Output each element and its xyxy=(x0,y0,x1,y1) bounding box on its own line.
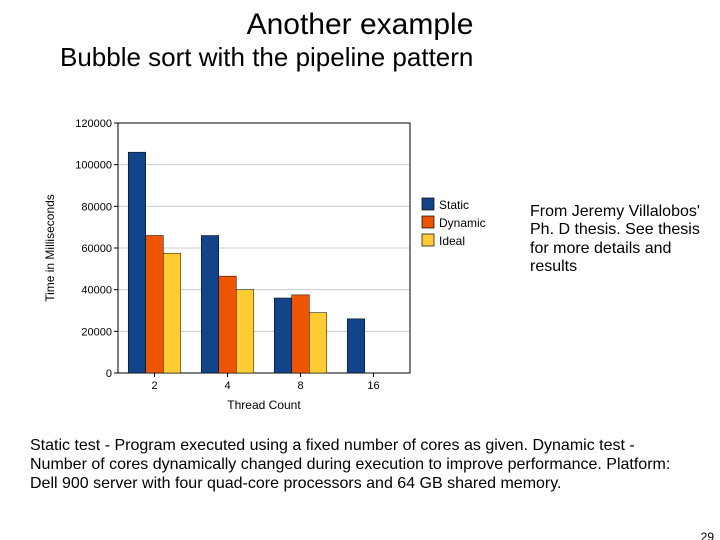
svg-text:120000: 120000 xyxy=(75,118,112,130)
legend-swatch xyxy=(422,216,434,228)
bar xyxy=(128,152,146,373)
svg-text:20000: 20000 xyxy=(81,326,112,338)
bar xyxy=(146,236,164,374)
svg-text:Time in Milliseconds: Time in Milliseconds xyxy=(43,194,57,302)
legend-label: Ideal xyxy=(439,234,465,248)
svg-text:100000: 100000 xyxy=(75,160,112,172)
slide: Another example Bubble sort with the pip… xyxy=(0,8,720,540)
slide-subtitle: Bubble sort with the pipeline pattern xyxy=(0,42,720,73)
bar xyxy=(274,298,292,373)
side-note: From Jeremy Villalobos' Ph. D thesis. Se… xyxy=(530,203,705,277)
bar xyxy=(201,236,219,374)
legend-label: Static xyxy=(439,198,469,212)
svg-text:8: 8 xyxy=(297,380,303,392)
bar xyxy=(163,253,181,373)
page-number: 29 xyxy=(701,530,714,540)
bar xyxy=(347,319,365,373)
svg-text:40000: 40000 xyxy=(81,285,112,297)
bar xyxy=(292,295,310,373)
bar-chart: 0 20000 40000 60000 80000 100000 120000 2 4 8 16 Th… xyxy=(40,113,520,413)
bar xyxy=(236,290,254,373)
svg-text:4: 4 xyxy=(224,380,230,392)
svg-text:16: 16 xyxy=(367,380,379,392)
legend-label: Dynamic xyxy=(439,216,486,230)
bar xyxy=(309,313,327,373)
slide-title: Another example xyxy=(0,8,720,42)
svg-text:60000: 60000 xyxy=(81,243,112,255)
chart-svg: 0 20000 40000 60000 80000 100000 120000 2 4 8 16 Th… xyxy=(40,113,520,413)
legend-swatch xyxy=(422,198,434,210)
bottom-caption: Static test - Program executed using a f… xyxy=(30,436,690,494)
svg-text:2: 2 xyxy=(151,380,157,392)
svg-text:80000: 80000 xyxy=(81,201,112,213)
legend-swatch xyxy=(422,234,434,246)
svg-text:Thread Count: Thread Count xyxy=(227,398,301,412)
svg-text:0: 0 xyxy=(106,368,112,380)
bar xyxy=(219,276,237,373)
